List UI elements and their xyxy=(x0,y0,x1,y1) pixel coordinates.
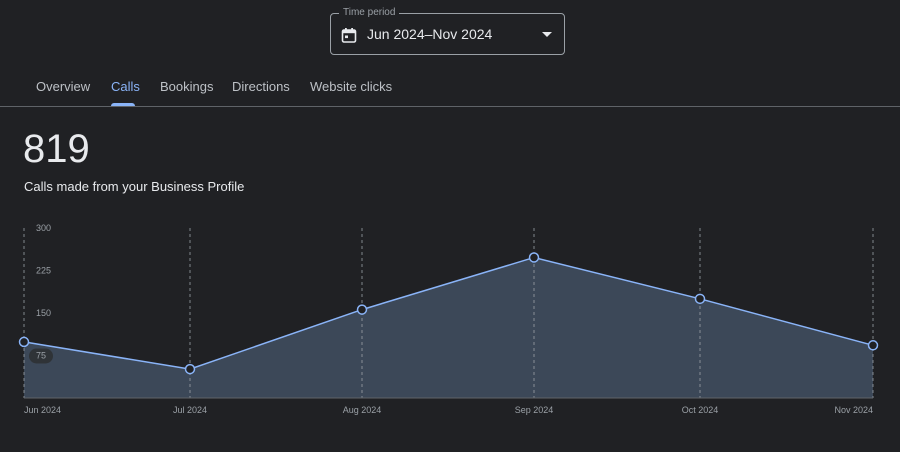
y-tick-label: 150 xyxy=(36,308,51,318)
tab-calls[interactable]: Calls xyxy=(111,79,140,94)
metric-description: Calls made from your Business Profile xyxy=(24,179,245,194)
time-period-label: Time period xyxy=(339,6,400,20)
x-tick-label: Jul 2024 xyxy=(173,405,207,415)
data-point xyxy=(528,252,540,263)
tab-bookings[interactable]: Bookings xyxy=(160,79,214,94)
calendar-icon xyxy=(341,28,357,43)
data-point xyxy=(184,363,196,375)
tab-directions[interactable]: Directions xyxy=(232,79,290,94)
x-tick-label: Oct 2024 xyxy=(682,405,719,415)
tab-overview[interactable]: Overview xyxy=(36,79,91,94)
time-period-value: Jun 2024–Nov 2024 xyxy=(367,26,493,42)
active-tab-indicator xyxy=(111,103,135,106)
y-tick-label: 225 xyxy=(36,266,51,276)
y-tick-label: 75 xyxy=(36,351,46,361)
x-tick-label: Jun 2024 xyxy=(24,405,61,415)
x-tick-label: Sep 2024 xyxy=(515,405,554,415)
data-point xyxy=(867,340,879,351)
x-tick-label: Nov 2024 xyxy=(834,405,873,415)
calls-chart: 300 225 150 75 Jun 2024 Jul 2024 Aug 2024 Sep 2… xyxy=(18,223,879,415)
data-point xyxy=(694,293,706,305)
series-line xyxy=(23,256,874,370)
y-tick-label-bg xyxy=(29,348,53,364)
data-point xyxy=(356,304,368,315)
time-period-dropdown[interactable]: Time period Jun 2024–Nov 2024 xyxy=(330,6,565,55)
dropdown-arrow-icon xyxy=(542,32,552,37)
x-tick-label: Aug 2024 xyxy=(343,405,382,415)
calls-total: 819 xyxy=(23,127,90,171)
tab-bar: Overview Calls Bookings Directions Websi… xyxy=(0,70,900,107)
tab-website-clicks[interactable]: Website clicks xyxy=(310,79,393,94)
y-tick-label: 300 xyxy=(36,223,51,233)
data-point xyxy=(18,336,30,348)
area-fill xyxy=(24,257,873,398)
